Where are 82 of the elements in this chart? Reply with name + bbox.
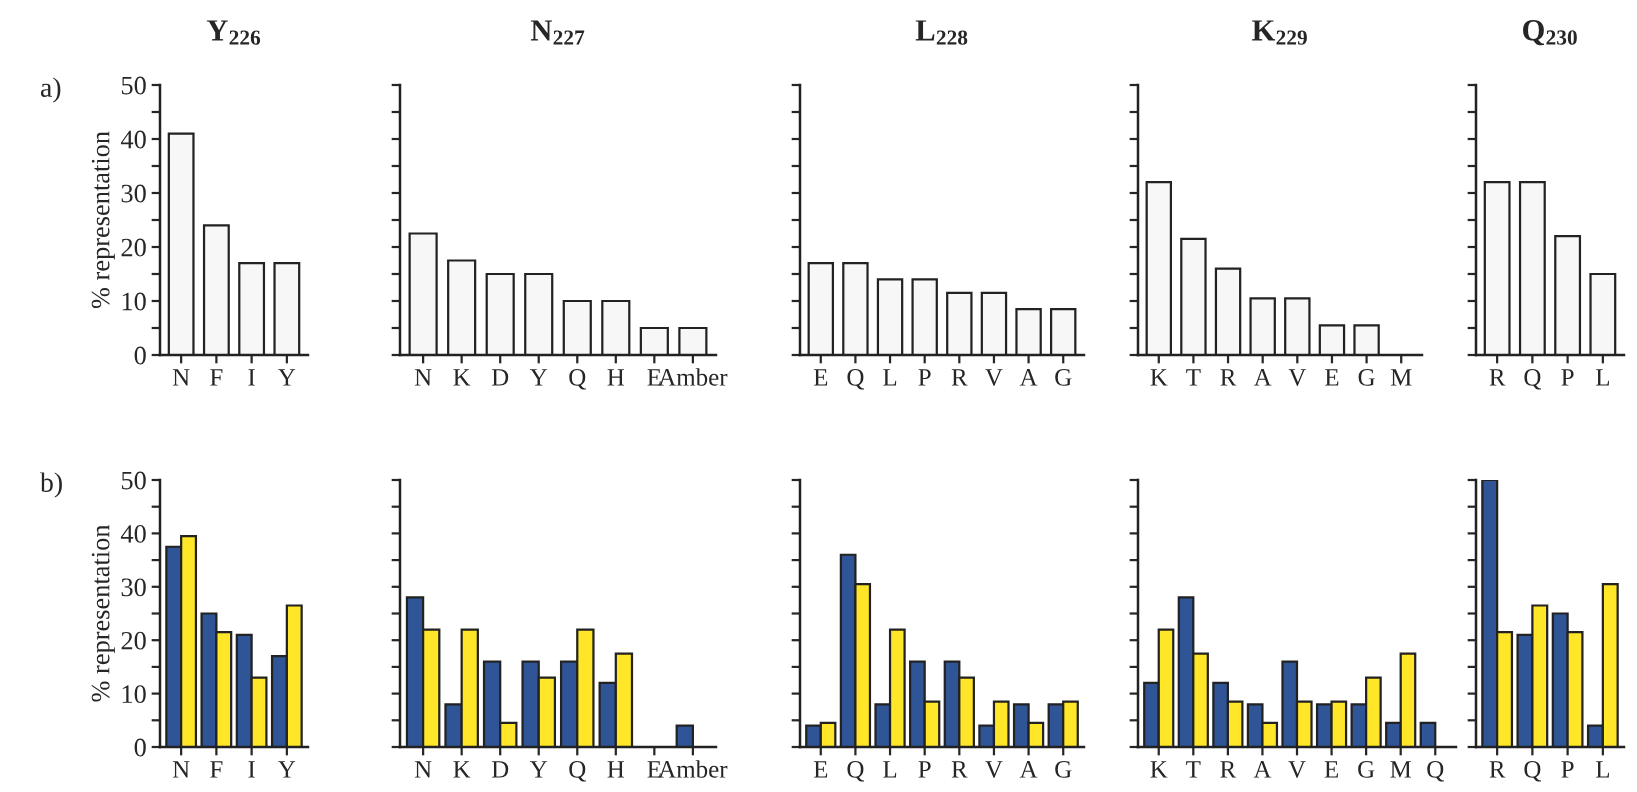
y-tick-label: 20 xyxy=(121,631,146,650)
x-tick-label: N xyxy=(414,369,432,386)
y-tick-label: 40 xyxy=(120,525,146,543)
text: b) xyxy=(40,472,62,498)
x-tick-label: D xyxy=(491,761,509,778)
x-tick-label: F xyxy=(210,369,223,386)
x-tick-label: E xyxy=(1325,369,1339,386)
x-tick-label: L xyxy=(1595,761,1609,778)
x-tick-label: K xyxy=(453,761,471,778)
y-axis-title: % representation xyxy=(91,131,115,309)
x-tick-label: E xyxy=(813,369,828,386)
chart-title: N$_{227}$ xyxy=(530,20,585,45)
x-tick-label: I xyxy=(248,369,255,386)
chart-title: K$_{229}$ xyxy=(1252,20,1307,45)
y-tick-label: 50 xyxy=(121,471,146,490)
x-tick-label: N xyxy=(172,761,190,778)
x-tick-label: G xyxy=(1055,760,1072,778)
x-tick-label: Y xyxy=(278,369,296,386)
x-tick-label: A xyxy=(1253,369,1272,386)
x-tick-label: N xyxy=(414,761,432,778)
x-tick-label: V xyxy=(985,761,1003,778)
chart-title: Q$_{230}$ xyxy=(1523,20,1577,46)
x-tick-label: V xyxy=(1288,761,1306,778)
y-axis-title: % representation xyxy=(91,524,115,702)
text: a) xyxy=(40,77,61,103)
x-tick-label: T xyxy=(1186,369,1201,386)
x-tick-label: Y xyxy=(529,369,548,386)
x-tick-label: H xyxy=(607,761,625,778)
x-tick-label: L xyxy=(1595,369,1609,386)
x-tick-label: G xyxy=(1358,760,1375,778)
x-tick-label: V xyxy=(985,369,1003,386)
x-tick-label: A xyxy=(1253,761,1272,778)
y-tick-label: 0 xyxy=(134,738,146,757)
x-tick-label: G xyxy=(1055,368,1072,386)
y-tick-label: 20 xyxy=(121,238,146,257)
chart-title: Y$_{226}$ xyxy=(206,20,261,45)
x-tick-label: R xyxy=(951,369,968,386)
x-tick-label: Q xyxy=(1427,760,1444,782)
x-tick-label: K xyxy=(1150,761,1168,778)
x-tick-label: R xyxy=(1220,369,1237,386)
x-tick-label: P xyxy=(918,369,931,386)
x-tick-label: L xyxy=(883,369,897,386)
x-tick-label: Y xyxy=(529,761,548,778)
x-tick-label: R xyxy=(1220,761,1237,778)
x-tick-label: P xyxy=(918,761,931,778)
x-tick-label: T xyxy=(1186,761,1201,778)
chart-title: L$_{228}$ xyxy=(915,20,968,45)
x-tick-label: D xyxy=(491,369,509,386)
x-tick-label: E xyxy=(813,761,828,778)
y-tick-label: 0 xyxy=(134,346,146,365)
x-tick-label: N xyxy=(172,369,190,386)
y-tick-label: 10 xyxy=(122,685,146,704)
x-tick-label: A xyxy=(1019,369,1038,386)
x-tick-label: M xyxy=(1390,761,1412,778)
x-tick-label: Q xyxy=(1524,760,1541,782)
x-tick-label: R xyxy=(1489,369,1506,386)
x-tick-label: I xyxy=(248,761,255,778)
x-tick-label: A xyxy=(1019,761,1038,778)
x-tick-label: Q xyxy=(847,368,865,390)
y-tick-label: 50 xyxy=(121,76,146,95)
x-tick-label: M xyxy=(1390,369,1412,386)
y-tick-label: 30 xyxy=(121,578,146,597)
x-tick-label: Q xyxy=(569,760,586,782)
x-tick-label: K xyxy=(1150,369,1168,386)
x-tick-label: E xyxy=(1324,761,1338,778)
y-tick-label: 10 xyxy=(122,292,146,311)
x-tick-label: F xyxy=(210,761,223,778)
x-tick-label: Y xyxy=(278,761,296,778)
x-tick-label: P xyxy=(1561,761,1574,778)
x-tick-label: Q xyxy=(569,368,586,390)
x-tick-label: L xyxy=(883,761,897,778)
x-tick-label: R xyxy=(951,761,968,778)
x-tick-label: R xyxy=(1489,761,1506,778)
x-tick-label: Q xyxy=(847,760,865,782)
x-tick-label: V xyxy=(1288,369,1307,386)
y-tick-label: 40 xyxy=(120,130,146,149)
x-tick-label: G xyxy=(1358,368,1375,386)
x-tick-label: H xyxy=(607,369,625,386)
x-tick-label: P xyxy=(1561,369,1574,386)
x-tick-label: K xyxy=(453,369,471,386)
y-tick-label: 30 xyxy=(121,184,146,203)
x-tick-label: Q xyxy=(1524,368,1541,390)
